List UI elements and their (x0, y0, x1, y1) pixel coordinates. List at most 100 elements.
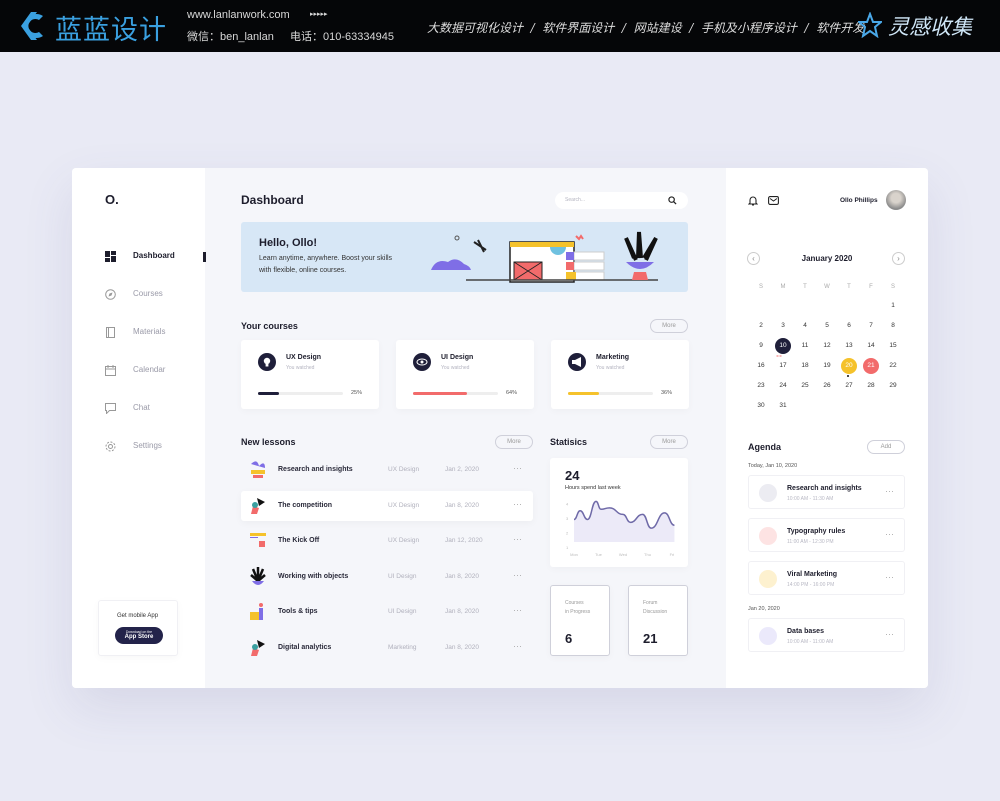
agenda-add-button[interactable]: Add (867, 440, 905, 454)
calendar-day[interactable]: 20 (841, 358, 857, 374)
sidebar-item-calendar[interactable]: Calendar (72, 361, 205, 381)
course-card[interactable]: UX Design You watched 25% (241, 340, 379, 409)
course-progress-bar (568, 392, 653, 395)
calendar-day[interactable]: 8 (891, 322, 895, 329)
calendar-day[interactable]: 28 (867, 382, 875, 389)
calendar-day[interactable]: 21 (863, 358, 879, 374)
calendar-day[interactable]: 19 (823, 362, 831, 369)
calendar-day[interactable]: 5 (825, 322, 829, 329)
lesson-title: Research and insights (278, 466, 353, 473)
course-progress-label: 25% (351, 390, 363, 396)
x-tick-label: Thu (644, 552, 651, 557)
hours-label: Hours spend last week (565, 485, 621, 491)
agenda-more-icon[interactable]: ··· (885, 572, 894, 582)
course-progress-label: 36% (661, 390, 673, 396)
calendar-day[interactable]: 17 (779, 362, 787, 369)
lesson-date: Jan 8, 2020 (445, 572, 479, 580)
statistics-title: Statisics (550, 437, 588, 447)
course-card[interactable]: UI Design You watched 64% (396, 340, 534, 409)
course-progress-bar (258, 392, 343, 395)
calendar-day[interactable]: 18 (801, 362, 809, 369)
lesson-more-icon[interactable]: ··· (513, 640, 522, 651)
agenda-date: Jan 20, 2020 (748, 606, 780, 612)
calendar-day[interactable]: 12 (823, 342, 831, 349)
agenda-item-time: 10:00 AM - 11:00 AM (787, 639, 834, 645)
lesson-more-icon[interactable]: ··· (513, 534, 522, 544)
calendar-day[interactable]: 14 (867, 342, 875, 349)
site-url[interactable]: www.lanlanwork.com (187, 9, 290, 21)
agenda-item[interactable]: Typography rules 11:00 AM - 12:30 PM ··· (748, 518, 905, 552)
sidebar-item-settings[interactable]: Settings (72, 437, 205, 457)
calendar-day[interactable]: 27 (845, 382, 853, 389)
bell-icon[interactable] (748, 195, 758, 206)
lesson-more-icon[interactable]: ··· (513, 605, 522, 615)
calendar-day[interactable]: 30 (757, 402, 765, 409)
lesson-illustration (251, 639, 265, 656)
lesson-row[interactable]: Digital analytics Marketing Jan 8, 2020 … (241, 633, 533, 663)
calendar-day[interactable]: 29 (889, 382, 897, 389)
megaphone-icon (568, 353, 586, 371)
agenda-item[interactable]: Viral Marketing 14:00 PM - 16:00 PM ··· (748, 561, 905, 595)
lesson-row[interactable]: The Kick Off UX Design Jan 12, 2020 ··· (241, 526, 533, 556)
stat-box[interactable]: Forum Discussion 21 (628, 585, 688, 656)
lessons-more-button[interactable]: More (495, 435, 533, 449)
agenda-item[interactable]: Research and insights 10:00 AM - 11:30 A… (748, 475, 905, 509)
calendar-prev-button[interactable]: ‹ (747, 252, 760, 265)
banner-text-2: with flexible, online courses. (259, 267, 347, 274)
agenda-more-icon[interactable]: ··· (885, 486, 894, 496)
brand-name: 蓝蓝设计 (55, 15, 167, 46)
agenda-more-icon[interactable]: ··· (885, 629, 894, 639)
stat-box[interactable]: Courses in Progress 6 (550, 585, 610, 656)
user-name[interactable]: Ollo Phillips (840, 197, 878, 204)
lesson-more-icon[interactable]: ··· (513, 498, 522, 509)
calendar-day[interactable]: 15 (889, 342, 897, 349)
calendar-day[interactable]: 22 (889, 362, 897, 369)
calendar-day[interactable]: 16 (757, 362, 765, 369)
calendar-day[interactable]: 6 (847, 322, 851, 329)
sidebar-item-label: Settings (133, 441, 162, 450)
calendar-day[interactable]: 1 (891, 302, 895, 309)
sidebar-item-chat[interactable]: Chat (72, 399, 205, 419)
courses-more-button[interactable]: More (650, 319, 688, 333)
calendar-day[interactable]: 13 (845, 342, 853, 349)
user-avatar[interactable] (886, 190, 906, 210)
agenda-item[interactable]: Data bases 10:00 AM - 11:00 AM ··· (748, 618, 905, 652)
y-tick-label: 2 (566, 531, 569, 536)
agenda-item-time: 10:00 AM - 11:30 AM (787, 496, 834, 502)
sidebar-item-label: Courses (133, 289, 163, 298)
calendar-day[interactable]: 7 (869, 322, 873, 329)
lesson-row[interactable]: The competition UX Design Jan 8, 2020 ··… (241, 490, 533, 521)
mail-icon[interactable] (768, 196, 779, 205)
app-store-button[interactable]: Download on the App Store (115, 627, 163, 644)
banner-text-1: Learn anytime, anywhere. Boost your skil… (259, 255, 393, 262)
lesson-more-icon[interactable]: ··· (513, 569, 522, 580)
lesson-row[interactable]: Research and insights UX Design Jan 2, 2… (241, 455, 533, 485)
calendar-day[interactable]: 11 (801, 342, 809, 349)
lesson-category: UX Design (388, 537, 420, 544)
statistics-more-button[interactable]: More (650, 435, 688, 449)
calendar-day[interactable]: 10 (775, 338, 791, 354)
agenda-more-icon[interactable]: ··· (885, 529, 894, 539)
calendar-day[interactable]: 25 (801, 382, 809, 389)
search-icon[interactable] (668, 196, 677, 205)
search-input[interactable]: Search... (555, 192, 688, 209)
calendar-day[interactable]: 3 (781, 322, 785, 329)
lesson-row[interactable]: Working with objects UI Design Jan 8, 20… (241, 562, 533, 592)
sidebar-item-dashboard[interactable]: Dashboard (72, 247, 205, 267)
calendar-day[interactable]: 2 (759, 322, 763, 329)
lesson-more-icon[interactable]: ··· (513, 463, 522, 473)
sidebar-item-materials[interactable]: Materials (72, 323, 205, 343)
sidebar-item-courses[interactable]: Courses (72, 285, 205, 305)
calendar-day[interactable]: 31 (779, 402, 787, 409)
calendar-day[interactable]: 4 (803, 322, 807, 329)
event-dots (776, 355, 782, 357)
calendar-day[interactable]: 9 (759, 342, 763, 349)
calendar-next-button[interactable]: › (892, 252, 905, 265)
calendar-day[interactable]: 26 (823, 382, 831, 389)
calendar-day[interactable]: 24 (779, 382, 787, 389)
calendar-day[interactable]: 23 (757, 382, 765, 389)
course-card[interactable]: Marketing You watched 36% (551, 340, 689, 409)
lesson-row[interactable]: Tools & tips UI Design Jan 8, 2020 ··· (241, 597, 533, 627)
compass-icon (105, 289, 116, 300)
y-tick-label: 4 (566, 502, 569, 507)
